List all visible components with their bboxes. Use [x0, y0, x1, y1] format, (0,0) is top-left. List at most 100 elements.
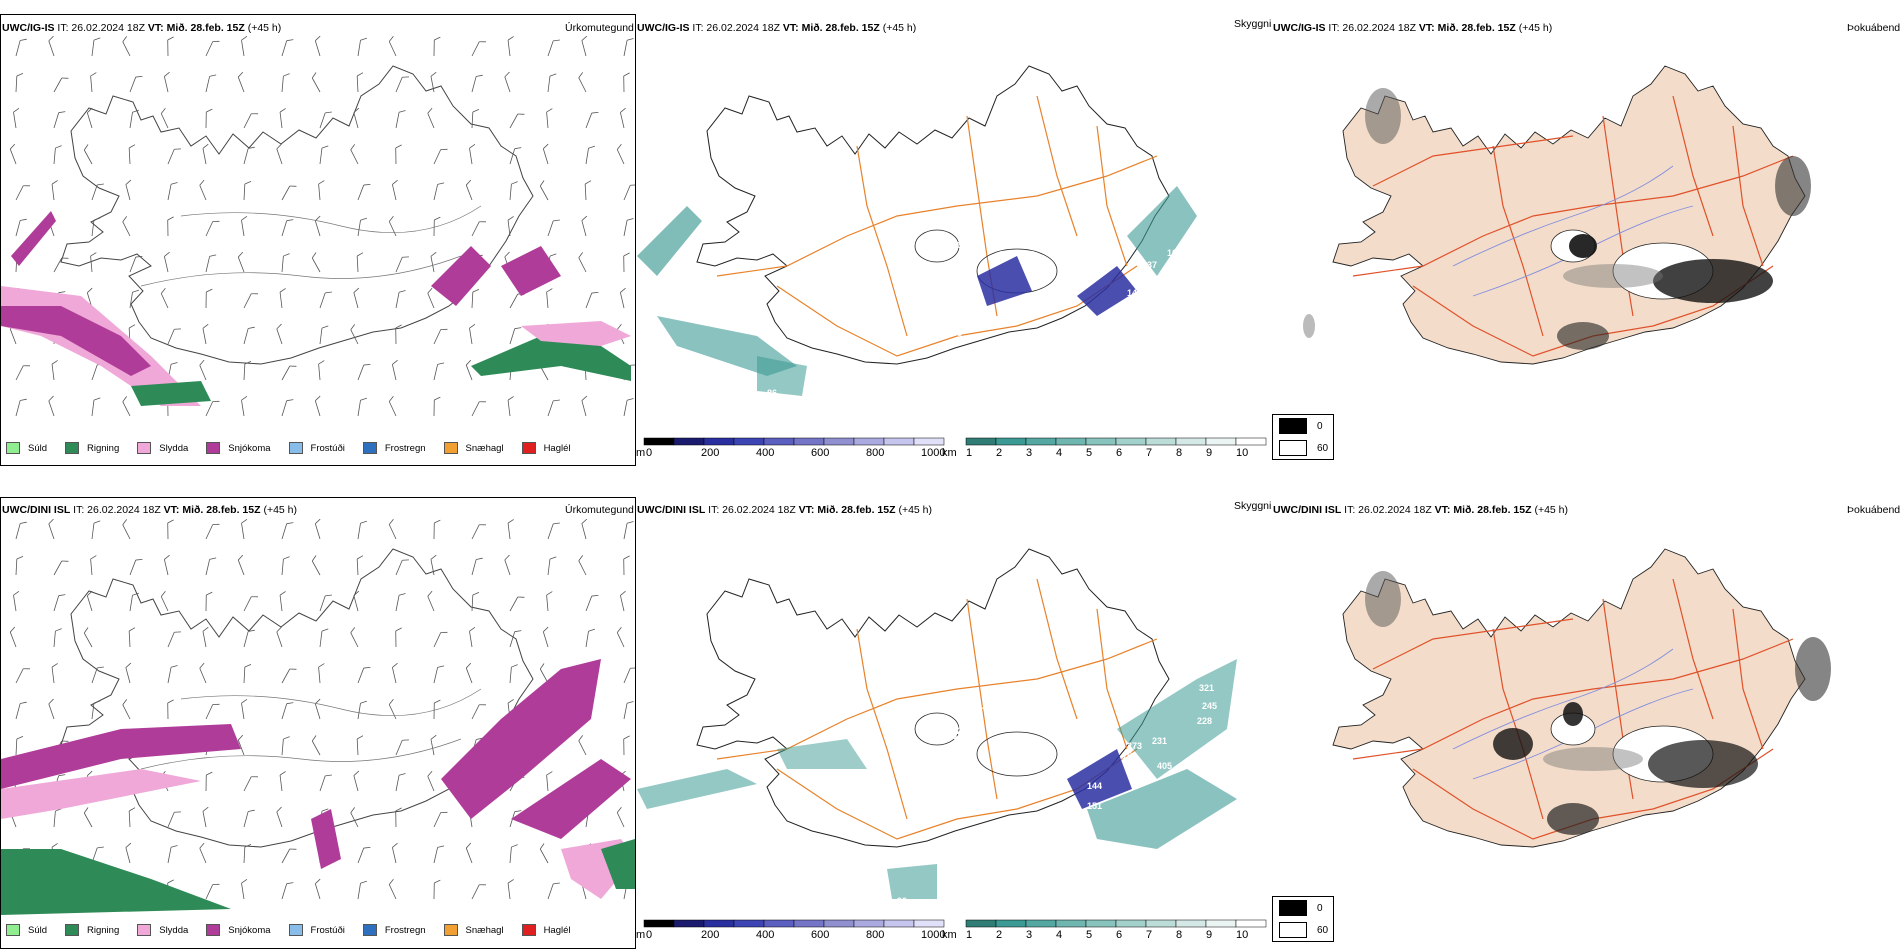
wind-barb-flag: [170, 665, 178, 668]
wind-barb-staff: [388, 524, 397, 540]
wind-barb-staff: [281, 883, 288, 900]
low-visibility-area: [1117, 659, 1237, 779]
wind-barb-staff: [199, 365, 207, 381]
wind-barb: [433, 148, 448, 165]
wind-barb-staff: [243, 631, 249, 648]
wind-barb: [471, 524, 486, 540]
wind-barb-staff: [15, 703, 21, 720]
snow-depth-label: 151: [1087, 801, 1102, 811]
wind-barb: [167, 216, 174, 237]
wind-barb-staff: [350, 632, 359, 648]
wind-barb-flag: [283, 736, 290, 740]
wind-barb: [122, 396, 131, 417]
wind-barb: [53, 808, 62, 828]
wind-barb-flag: [164, 71, 170, 77]
model-name: UWC/IG-IS: [637, 22, 690, 34]
wind-barb-flag: [511, 664, 518, 668]
wind-barb-staff: [585, 631, 589, 648]
precip-legend-item: Frostregn: [362, 924, 426, 936]
wind-barb: [578, 555, 587, 576]
wind-barb-flag: [87, 107, 93, 113]
fog-legend-row: 0: [1273, 897, 1333, 919]
wind-barb-flag: [507, 396, 514, 401]
wind-barb: [509, 147, 522, 165]
wind-barb-staff: [357, 400, 361, 417]
wind-barb: [281, 73, 290, 93]
wind-barb: [205, 254, 217, 273]
wind-barb-flag: [212, 703, 220, 705]
wind-barb: [311, 72, 321, 93]
wind-barb: [281, 556, 290, 576]
wind-barb-staff: [471, 704, 480, 720]
wind-barb-staff: [314, 703, 321, 720]
wind-barb: [547, 399, 560, 417]
snow-scale-tick: 800: [866, 447, 884, 459]
wind-barb: [202, 323, 209, 345]
wind-barb-flag: [588, 628, 596, 632]
wind-barb-staff: [509, 847, 512, 864]
wind-barb-flag: [321, 325, 329, 329]
fog-header: UWC/IG-IS IT: 26.02.2024 18Z VT: Mið. 28…: [1273, 22, 1552, 34]
visibility-scale-tick: 7: [1146, 929, 1152, 941]
wind-barb-flag: [23, 848, 30, 850]
wind-barb-flag: [212, 400, 220, 402]
wind-barb-staff: [395, 257, 403, 273]
wind-barb: [319, 628, 329, 648]
wind-barb: [319, 774, 332, 792]
wind-barb-flag: [164, 251, 170, 257]
wind-barb-staff: [241, 703, 245, 720]
wind-barb-flag: [289, 365, 297, 367]
wind-barb-staff: [90, 559, 93, 576]
fog-legend: 0 60: [1272, 896, 1334, 942]
snow-scale-tick: 400: [756, 447, 774, 459]
wind-barb-flag: [398, 593, 406, 596]
wind-barb: [51, 663, 58, 684]
visibility-scale-swatch: [995, 437, 1027, 446]
wind-barb: [357, 520, 368, 540]
wind-barb-staff: [9, 148, 17, 165]
wind-barb-staff: [53, 560, 63, 576]
wind-barb-staff: [276, 148, 283, 165]
wind-barb-flag: [83, 627, 89, 634]
wind-barb-flag: [630, 184, 635, 186]
snow-depth-label: 161: [1167, 248, 1182, 258]
wind-barb-staff: [241, 40, 245, 57]
wind-barb-staff: [281, 848, 291, 864]
precip-legend-item: Snjókoma: [206, 442, 271, 454]
visibility-scale-tick: 10: [1236, 447, 1248, 459]
wind-barb-staff: [350, 812, 359, 828]
snow-depth-label: 158: [1122, 751, 1137, 761]
wind-barb-staff: [547, 40, 554, 57]
wind-barb-flag: [206, 771, 213, 776]
wind-barb: [353, 770, 360, 792]
precip-legend-item: Snæhagl: [443, 924, 504, 936]
wind-barb: [51, 360, 58, 381]
wind-barb-staff: [507, 883, 511, 900]
wind-barb: [281, 253, 290, 273]
precip-type-header: UWC/IG-IS IT: 26.02.2024 18Z VT: Mið. 28…: [2, 22, 281, 34]
wind-barb-flag: [128, 627, 136, 632]
wind-barb: [433, 362, 445, 381]
wind-barb-flag: [48, 36, 54, 42]
lead-time: (+45 h): [263, 504, 298, 516]
wind-barb-staff: [167, 184, 172, 201]
wind-barb-flag: [507, 36, 514, 41]
wind-barb-flag: [479, 704, 486, 706]
wind-barb-flag: [248, 809, 255, 812]
wind-barb: [243, 293, 258, 309]
precip-legend-label: Snæhagl: [465, 442, 504, 454]
wind-barb: [15, 218, 27, 237]
fog-area: [1563, 702, 1583, 726]
wind-barb: [91, 217, 101, 237]
wind-barb-staff: [281, 559, 284, 576]
wind-barb: [129, 109, 140, 129]
wind-barb: [585, 112, 599, 129]
fog-map: [1332, 548, 1831, 848]
wind-barb-flag: [315, 878, 321, 884]
wind-barb: [433, 665, 445, 684]
wind-barb: [433, 519, 441, 540]
visibility-scale-swatch: [1085, 437, 1117, 446]
wind-barb-flag: [591, 595, 599, 597]
visibility-scale-swatch: [965, 919, 997, 928]
